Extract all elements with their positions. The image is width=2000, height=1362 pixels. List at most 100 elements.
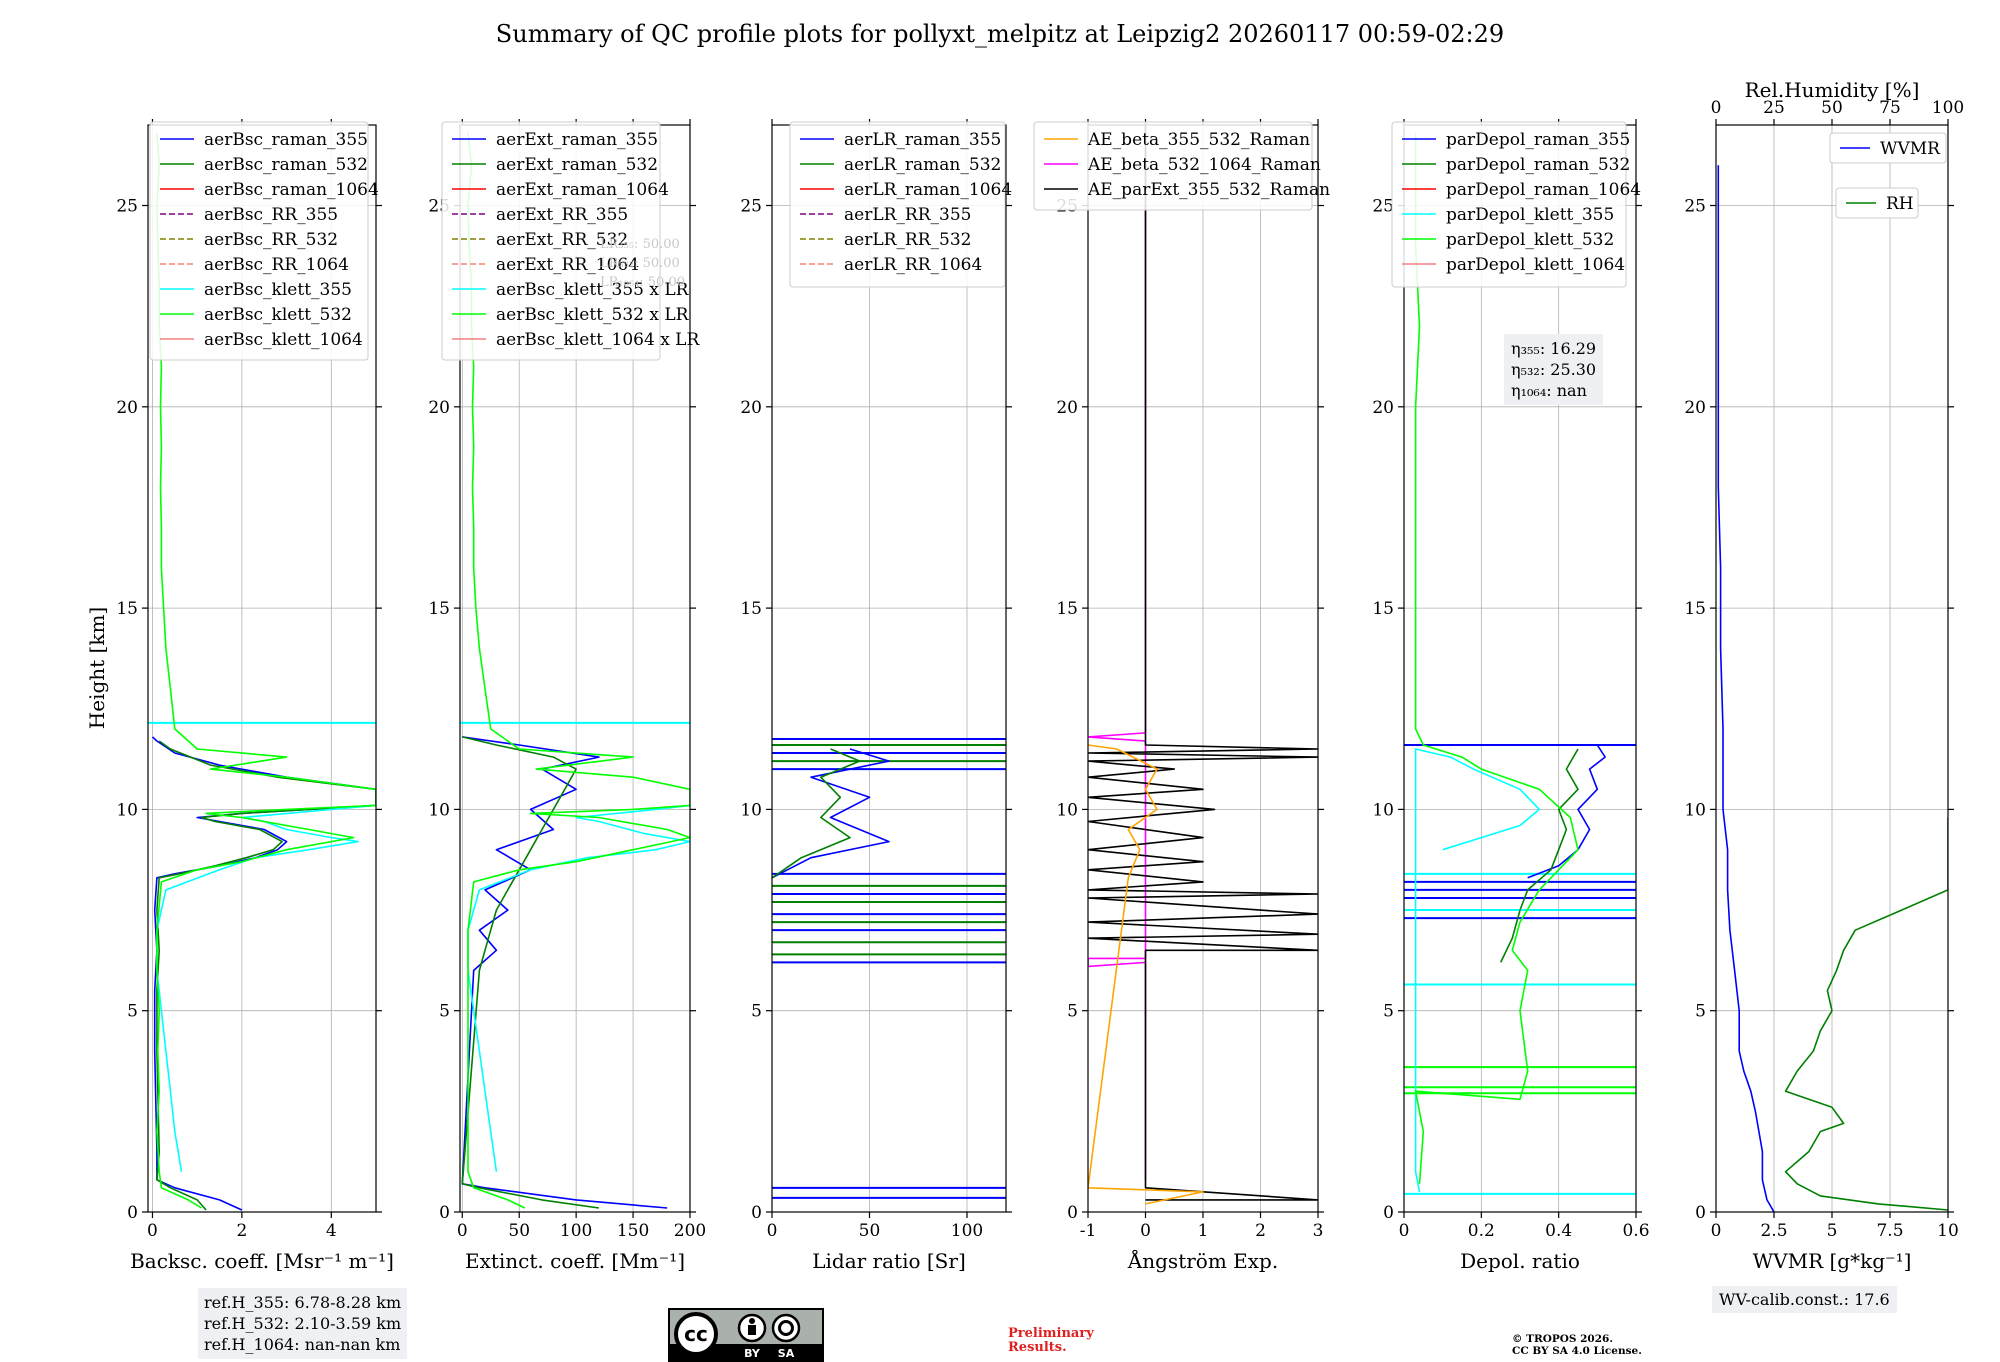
legend-wvmr: WVMR RH xyxy=(1829,132,1947,219)
x-tick-label: 7.5 xyxy=(1876,1221,1903,1241)
legend: aerExt_raman_355 aerExt_raman_532 aerExt_r… xyxy=(441,121,700,361)
legend-label: parDepol_raman_1064 xyxy=(1446,180,1641,200)
top-x-axis-label: Rel.Humidity [%] xyxy=(1745,78,1920,102)
copyright-line-1: © TROPOS 2026. xyxy=(1512,1333,1614,1345)
sa-label: SA xyxy=(778,1347,795,1360)
cc-license-badge: cc BY SA xyxy=(668,1308,824,1362)
cc-label: cc xyxy=(684,1322,708,1346)
legend-label: AE_parExt_355_532_Raman xyxy=(1087,180,1330,200)
y-tick-label: 20 xyxy=(1684,398,1706,418)
legend-label: aerExt_raman_355 xyxy=(496,130,658,150)
x-axis-label: Backsc. coeff. [Msr⁻¹ m⁻¹] xyxy=(130,1249,394,1273)
preliminary-note: Preliminary Results. xyxy=(1008,1327,1094,1355)
legend-label: aerBsc_klett_355 xyxy=(204,280,352,300)
x-tick-label: 0 xyxy=(1399,1221,1410,1241)
legend-label: aerBsc_klett_355 x LR xyxy=(496,280,690,300)
y-tick-label: 0 xyxy=(751,1203,762,1223)
y-tick-label: 25 xyxy=(1684,197,1706,217)
x-tick-label: 2 xyxy=(236,1221,247,1241)
plot-area xyxy=(1717,165,1948,1212)
x-tick-label: 0 xyxy=(1140,1221,1151,1241)
legend: aerLR_raman_355 aerLR_raman_532 aerLR_rama… xyxy=(789,121,1012,288)
legend-box xyxy=(441,121,661,361)
legend-label: aerBsc_raman_1064 xyxy=(204,180,379,200)
series-aerBsc_klett_355 x LR xyxy=(467,804,690,1172)
y-tick-label: 15 xyxy=(740,599,762,619)
y-tick-label: 20 xyxy=(740,398,762,418)
x-axis-label: Lidar ratio [Sr] xyxy=(812,1249,966,1273)
panel-backscatter: 0 5 10 15 20 25 0 2 4 Backsc. coeff. [Msr⁻¹ m⁻¹] a… xyxy=(116,119,394,1273)
lr-faint-label: LR₅₃₂: 50.00 xyxy=(600,256,680,271)
y-tick-label: 10 xyxy=(1372,800,1394,820)
panel-wvmr: 0 5 10 15 20 25 0 2.5 5 7.5 10 WVMR [g*kg⁻¹] 0 25 50 75… xyxy=(1684,78,1964,1273)
legend-label: parDepol_klett_355 xyxy=(1446,205,1614,225)
series-aerBsc_raman_532 xyxy=(156,740,376,1211)
y-tick-label: 25 xyxy=(740,197,762,217)
x-axis-label: WVMR [g*kg⁻¹] xyxy=(1753,1249,1912,1273)
y-tick-label: 5 xyxy=(439,1002,450,1022)
x-tick-label: 0.6 xyxy=(1622,1221,1649,1241)
x-tick-label: 0 xyxy=(147,1221,158,1241)
y-tick-label: 10 xyxy=(428,800,450,820)
legend-label: aerExt_RR_1064 xyxy=(496,255,639,275)
legend-label: aerBsc_RR_355 xyxy=(204,205,338,225)
legend-label: aerBsc_RR_532 xyxy=(204,230,338,250)
x-tick-label: -1 xyxy=(1080,1221,1097,1241)
x-tick-label: 0 xyxy=(1711,1221,1722,1241)
x-tick-label: 2.5 xyxy=(1760,1221,1787,1241)
top-x-tick-label: 0 xyxy=(1711,98,1722,118)
legend-label: parDepol_raman_355 xyxy=(1446,130,1630,150)
x-tick-label: 2 xyxy=(1255,1221,1266,1241)
y-tick-label: 5 xyxy=(127,1002,138,1022)
plot-area xyxy=(1088,125,1318,1205)
x-tick-label: 150 xyxy=(617,1221,649,1241)
y-tick-label: 5 xyxy=(751,1002,762,1022)
x-tick-label: 0 xyxy=(767,1221,778,1241)
legend-label: parDepol_raman_532 xyxy=(1446,155,1630,175)
legend-label: RH xyxy=(1886,194,1914,214)
y-tick-label: 20 xyxy=(1372,398,1394,418)
legend: aerBsc_raman_355 aerBsc_raman_532 aerBsc_r… xyxy=(149,121,379,361)
x-tick-label: 100 xyxy=(560,1221,592,1241)
legend-label: aerBsc_raman_532 xyxy=(204,155,368,175)
x-tick-label: 5 xyxy=(1827,1221,1838,1241)
eta-355: η₃₅₅: 16.29 xyxy=(1511,339,1597,358)
y-axis-label: Height [km] xyxy=(85,607,109,729)
series-aerExt_raman_532 xyxy=(461,736,600,1209)
x-tick-label: 0.4 xyxy=(1545,1221,1572,1241)
y-tick-label: 10 xyxy=(1684,800,1706,820)
y-tick-label: 15 xyxy=(116,599,138,619)
legend-label: aerBsc_klett_1064 xyxy=(204,330,363,350)
legend-box xyxy=(1033,121,1313,211)
series-RH xyxy=(1784,817,1948,1211)
series-AE_beta_355_532_Raman xyxy=(1088,744,1204,1205)
sa-share-icon xyxy=(771,1313,801,1343)
y-tick-label: 0 xyxy=(127,1203,138,1223)
y-tick-label: 10 xyxy=(116,800,138,820)
legend-label: parDepol_klett_1064 xyxy=(1446,255,1625,275)
y-tick-label: 0 xyxy=(1383,1203,1394,1223)
series-WVMR xyxy=(1717,165,1775,1212)
x-tick-label: 50 xyxy=(859,1221,881,1241)
x-axis-label: Depol. ratio xyxy=(1460,1249,1580,1273)
plot-area xyxy=(460,133,690,1209)
series-aerBsc_klett_532 x LR xyxy=(467,133,690,1209)
y-tick-label: 15 xyxy=(1684,599,1706,619)
series-AE_parExt_355_532_Raman xyxy=(1088,125,1318,1201)
legend-box xyxy=(1829,132,1947,164)
ref-height-532: ref.H_532: 2.10-3.59 km xyxy=(204,1314,402,1333)
eta-1064: η₁₀₆₄: nan xyxy=(1511,381,1587,400)
series-parDepol_raman_532 xyxy=(1499,748,1579,963)
ref-height-1064: ref.H_1064: nan-nan km xyxy=(204,1335,401,1354)
y-tick-label: 15 xyxy=(1056,599,1078,619)
y-tick-label: 15 xyxy=(1372,599,1394,619)
panel-depol: 0 5 10 15 20 25 0 0.2 0.4 0.6 Depol. ratio parDepol… xyxy=(1372,119,1650,1273)
y-tick-label: 10 xyxy=(1056,800,1078,820)
x-axis-label: Ångström Exp. xyxy=(1127,1248,1278,1273)
legend-label: aerLR_RR_532 xyxy=(844,230,971,250)
legend-label: aerLR_raman_1064 xyxy=(844,180,1012,200)
top-x-tick-label: 50 xyxy=(1821,98,1843,118)
y-tick-label: 5 xyxy=(1695,1002,1706,1022)
